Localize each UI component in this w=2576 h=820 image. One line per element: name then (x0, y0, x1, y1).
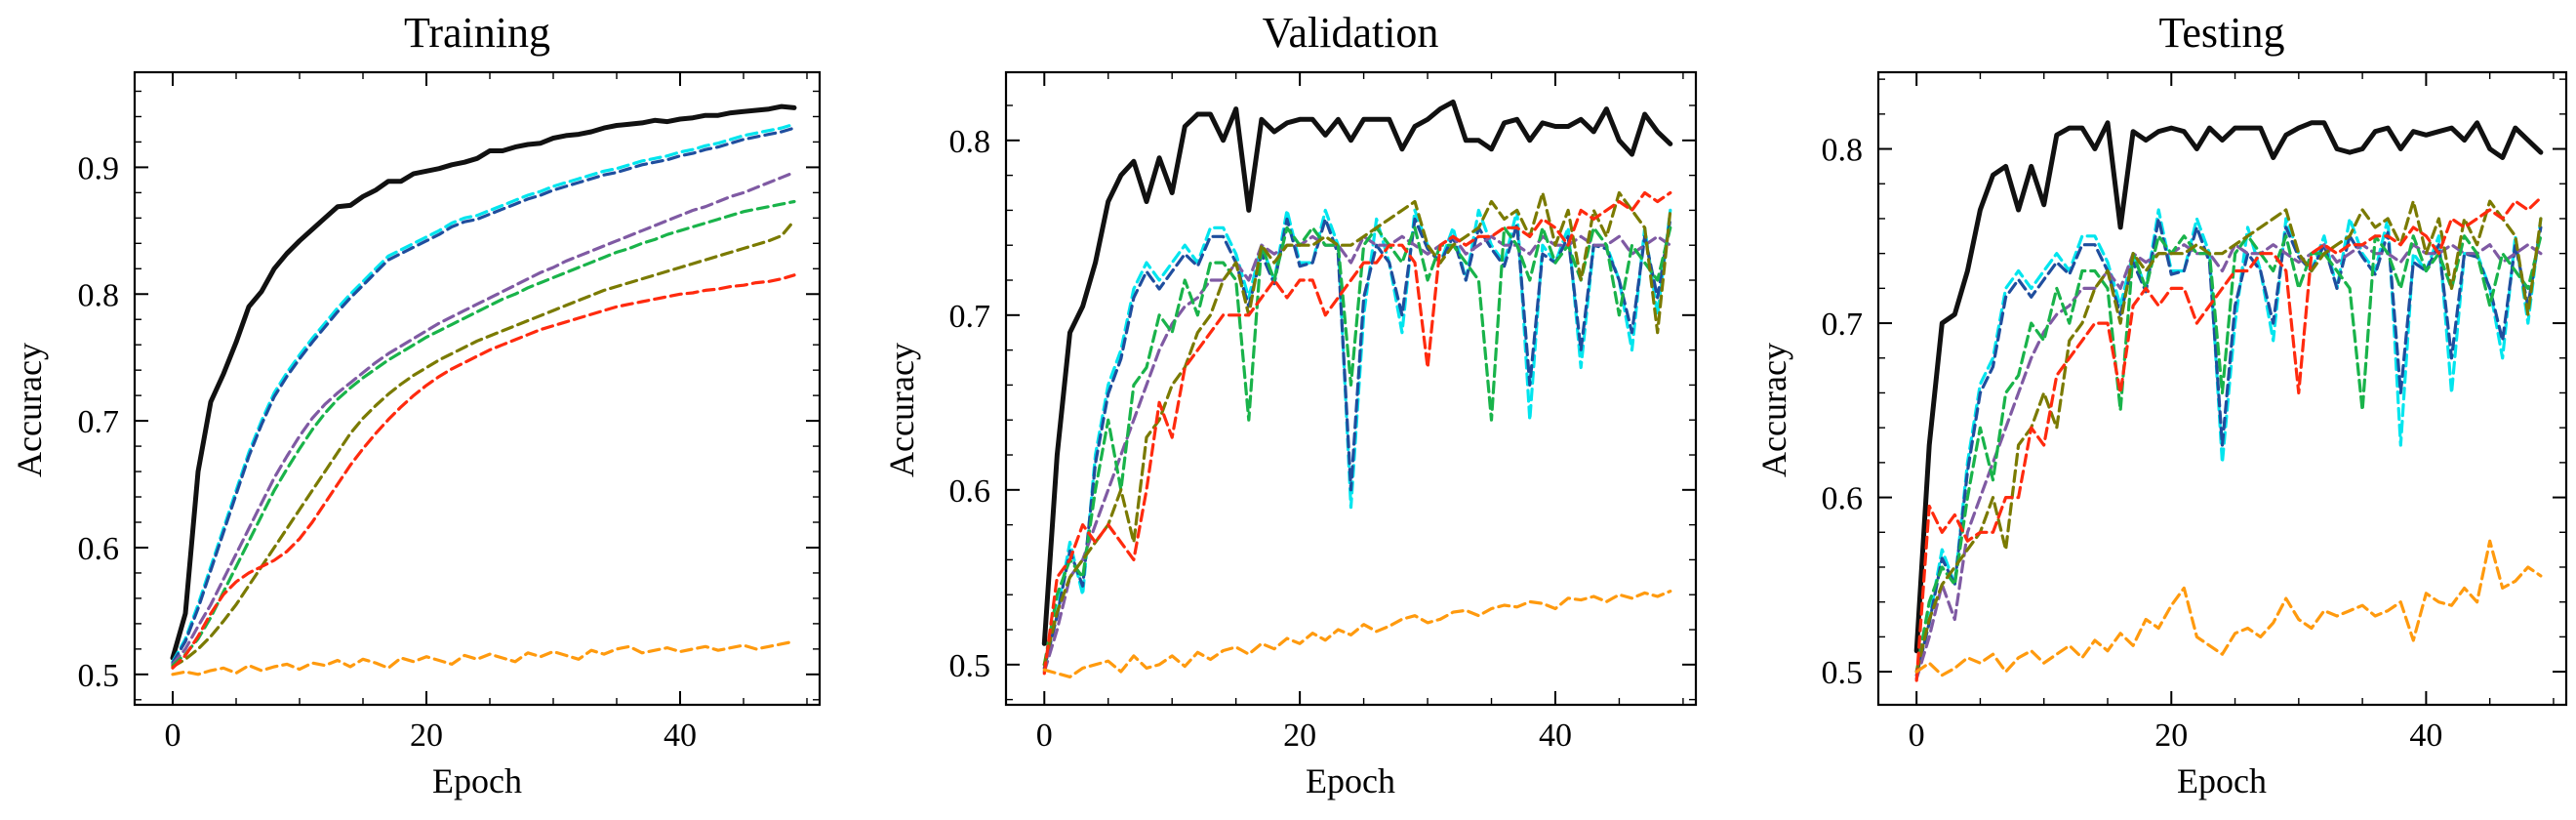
panel-validation: Validation Epoch Accuracy 0 20 40 0.5 0.6 0.7… (882, 9, 1698, 800)
series-line-5 (1914, 234, 2543, 674)
x-tick-label: 40 (664, 718, 697, 754)
plot-frame (133, 70, 822, 707)
series-line-2 (171, 122, 796, 664)
plot-frame (1004, 70, 1698, 707)
y-tick-label: 0.9 (78, 150, 120, 186)
x-tick-label: 0 (165, 718, 181, 754)
series-line-8 (1914, 539, 2543, 677)
x-tick-label: 40 (1539, 718, 1572, 754)
x-axis-label: Epoch (1306, 761, 1395, 800)
y-tick-label: 0.6 (78, 531, 120, 567)
y-tick-label: 0.5 (78, 658, 120, 694)
series-line-6 (171, 219, 796, 669)
y-tick-label: 0.5 (949, 648, 991, 684)
series-line-2 (1042, 208, 1672, 667)
y-tick-label: 0.7 (1822, 307, 1864, 343)
y-tick-label: 0.8 (78, 277, 120, 313)
plot-frame (1876, 70, 2568, 707)
series-line-4 (1042, 234, 1672, 674)
series-line-2 (1914, 208, 2543, 674)
series-group (1041, 99, 1673, 679)
x-tick-label: 20 (410, 718, 443, 754)
series-line-4 (171, 171, 796, 667)
y-tick-label: 0.8 (1822, 133, 1864, 169)
y-axis-label: Accuracy (1754, 343, 1793, 477)
series-line-3 (171, 126, 796, 665)
x-tick-label: 0 (1909, 718, 1925, 754)
series-line-7 (171, 273, 796, 670)
series-line-4 (1914, 243, 2543, 680)
series-line-1 (170, 103, 797, 661)
series-line-8 (1042, 589, 1672, 679)
series-line-5 (171, 199, 796, 668)
series-line-7 (1042, 190, 1672, 676)
x-tick-label: 0 (1036, 718, 1053, 754)
x-tick-label: 40 (2409, 718, 2442, 754)
y-axis-label: Accuracy (10, 343, 49, 477)
y-tick-label: 0.7 (949, 299, 991, 335)
series-line-6 (1042, 190, 1672, 667)
series-line-6 (1914, 199, 2543, 674)
series-line-3 (1914, 217, 2543, 677)
y-tick-label: 0.6 (1822, 481, 1864, 517)
series-group (170, 103, 797, 676)
panel-title: Testing (2159, 9, 2285, 57)
x-tick-label: 20 (1283, 718, 1316, 754)
panel-title: Validation (1263, 9, 1439, 57)
y-tick-label: 0.7 (78, 404, 120, 440)
x-axis-label: Epoch (2177, 761, 2267, 800)
x-tick-label: 20 (2154, 718, 2188, 754)
panel-testing: Testing Epoch Accuracy 0 20 40 0.5 0.6 0.7 0.8 (1754, 9, 2568, 800)
series-line-1 (1913, 120, 2544, 654)
y-tick-label: 0.8 (949, 124, 991, 160)
x-axis-label: Epoch (432, 761, 522, 800)
series-group (1913, 120, 2544, 682)
y-axis-label: Accuracy (882, 343, 921, 477)
series-line-8 (171, 639, 796, 676)
series-line-5 (1042, 226, 1672, 667)
y-tick-label: 0.6 (949, 473, 991, 510)
y-tick-label: 0.5 (1822, 655, 1864, 691)
panel-title: Training (404, 9, 550, 57)
series-line-7 (1914, 195, 2543, 682)
series-line-3 (1042, 217, 1672, 671)
series-line-1 (1041, 99, 1673, 646)
panel-training: Training Epoch Accuracy 0 20 40 0.5 0.6 0.7 0.… (10, 9, 822, 800)
